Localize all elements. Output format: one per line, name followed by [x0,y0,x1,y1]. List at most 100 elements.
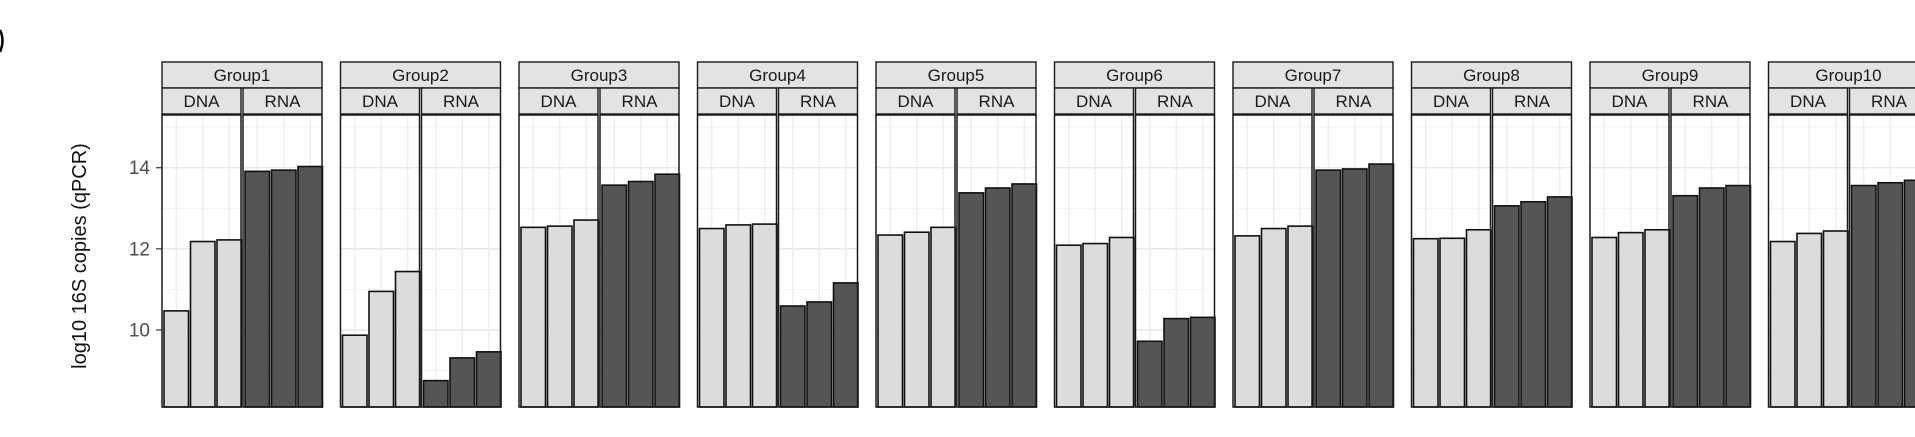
facet-panel: Group6 DNA RNA [1053,61,1216,408]
panel-border [1053,114,1135,408]
bar [779,305,806,408]
bar [958,192,985,408]
bar [627,180,654,408]
bar [1796,232,1823,408]
facet-strip-label: Group5 [928,66,985,85]
panel-border [1670,114,1751,408]
bar [546,225,573,408]
subpanel-strip-label: DNA [719,92,756,111]
bar [520,226,547,408]
bar [832,282,859,408]
facet-panel: Group2 DNA RNA [339,61,502,408]
bar [654,173,681,408]
subpanel-strip-label: RNA [1336,92,1373,111]
bar [698,227,725,408]
subpanel-strip [1134,87,1216,115]
facet-panel: Group4 DNA RNA [696,61,859,408]
subpanel-strip-label: DNA [1790,92,1827,111]
subpanel-strip [518,87,599,115]
facet-panel: Group9 DNA RNA [1589,61,1752,408]
subpanel-strip [777,87,859,115]
subpanel-strip-label: DNA [541,92,578,111]
facet-strip-label: Group4 [749,66,806,85]
subpanel-strip-label: RNA [622,92,659,111]
bar [189,240,216,408]
facet-strip [1767,61,1915,89]
bar [1520,200,1547,408]
subpanel-strip-label: RNA [1693,92,1730,111]
subpanel-strip [339,87,421,115]
bar [601,184,628,408]
subpanel-strip [1848,87,1915,115]
subpanel-strip-label: RNA [265,92,302,111]
subpanel-strip-label: DNA [362,92,399,111]
facet-strip [1053,61,1216,89]
bar [475,351,502,408]
y-axis-title: log10 16S copies (qPCR) [69,143,91,369]
bar [903,231,930,408]
bar [394,270,421,408]
bar [1287,225,1314,408]
y-tick-label: 14 [129,158,151,179]
subpanel-strip [1313,87,1394,115]
panel-border [956,114,1037,408]
bar [244,170,271,408]
facet-strip-label: Group6 [1106,66,1163,85]
bar [984,187,1011,408]
y-tick-label: 10 [129,320,150,341]
subpanel-strip-label: RNA [800,92,837,111]
subpanel-strip [1670,87,1751,115]
bar [1493,205,1520,408]
bar [1725,184,1752,408]
bar [1082,242,1109,408]
subpanel-strip [242,87,323,115]
panel-border [242,114,323,408]
bar [1011,183,1038,408]
panel-border [1491,114,1573,408]
y-tick-label: 12 [129,239,150,260]
facet-strip-label: Group1 [214,66,271,85]
panel-border [518,114,599,408]
bar [1163,317,1190,408]
bar [1136,340,1163,408]
facet-strip [339,61,502,89]
panel-border [1313,114,1394,408]
subpanel-strip [1410,87,1492,115]
bar [368,290,395,408]
bar [1439,237,1466,408]
bar [1644,228,1671,408]
subpanel-strip-label: DNA [898,92,935,111]
bar [725,224,752,408]
bar [751,223,778,408]
panel-border [1134,114,1216,408]
facet-strip-label: Group8 [1463,66,1520,85]
bar [422,379,449,408]
facet-strip [875,61,1037,89]
subpanel-strip [1767,87,1849,115]
panel-border [1589,114,1670,408]
subpanel-strip [696,87,778,115]
panel-letter-fragment [0,29,4,53]
facet-strip [1232,61,1394,89]
bar [930,226,957,408]
subpanel-strip-label: DNA [1612,92,1649,111]
bar [1672,194,1699,408]
subpanel-strip-label: RNA [1871,92,1908,111]
bar [1698,187,1725,408]
bar [270,169,297,408]
bar [1341,168,1368,408]
subpanel-strip [956,87,1037,115]
subpanel-strip [1491,87,1573,115]
panel-border [339,114,421,408]
facet-strip [1589,61,1751,89]
bar [1903,179,1915,408]
bar [806,301,833,408]
facet-panel: Group3 DNA RNA [518,61,681,408]
panel-border [875,114,956,408]
bar [1055,244,1082,408]
facet-strip [696,61,859,89]
bar [1315,169,1342,408]
bar [1617,231,1644,408]
subpanel-strip-label: DNA [184,92,221,111]
subpanel-strip-label: DNA [1076,92,1113,111]
